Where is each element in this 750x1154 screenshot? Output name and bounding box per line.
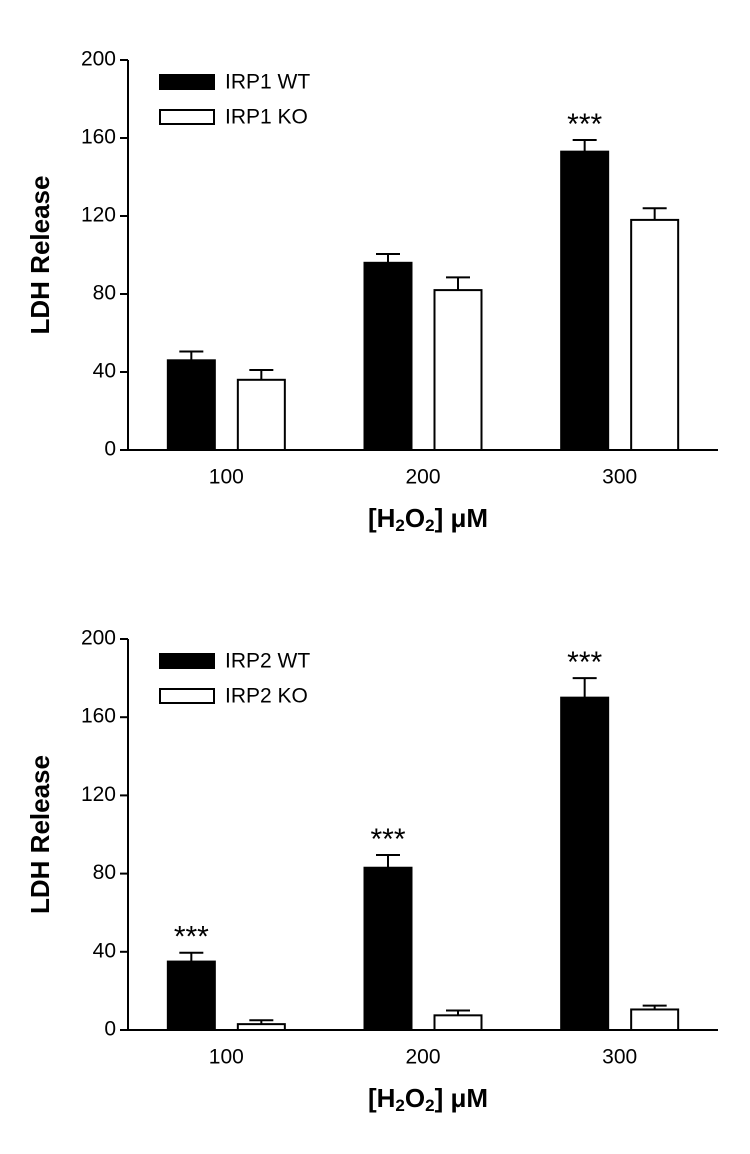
x-axis-label-part: 2	[425, 516, 434, 535]
y-tick-label: 40	[93, 939, 116, 962]
y-tick-label: 120	[81, 204, 116, 227]
legend-swatch	[159, 653, 215, 669]
y-tick-label: 160	[81, 126, 116, 149]
x-tick-label: 100	[209, 466, 244, 489]
x-tick-label: 200	[405, 466, 440, 489]
legend-label: IRP1 WT	[225, 71, 310, 94]
y-tick-label: 160	[81, 705, 116, 728]
y-tick-label: 0	[104, 438, 116, 461]
significance-label: ***	[174, 921, 209, 954]
bar	[433, 289, 483, 451]
bar	[560, 150, 610, 451]
bar	[560, 696, 610, 1032]
y-tick-label: 200	[81, 48, 116, 71]
y-tick-label: 200	[81, 627, 116, 650]
x-tick-label: 300	[602, 1046, 637, 1069]
bar	[630, 218, 680, 451]
significance-label: ***	[567, 646, 602, 679]
bar	[236, 1023, 286, 1032]
y-tick-label: 40	[93, 360, 116, 383]
legend-swatch	[159, 688, 215, 704]
y-axis-label: LDH Release	[25, 755, 55, 914]
x-tick-label: 100	[209, 1046, 244, 1069]
x-axis-label: [H2O2] μM	[368, 1083, 488, 1116]
significance-label: ***	[567, 108, 602, 141]
legend-label: IRP1 KO	[225, 106, 308, 129]
legend-swatch	[159, 74, 215, 90]
bar	[166, 359, 216, 451]
bar	[630, 1008, 680, 1031]
y-axis-label: LDH Release	[25, 176, 55, 335]
x-axis-label-part: 2	[395, 1096, 404, 1115]
legend-swatch	[159, 109, 215, 125]
x-tick-label: 200	[405, 1046, 440, 1069]
y-tick-label: 80	[93, 861, 116, 884]
legend-label: IRP2 KO	[225, 685, 308, 708]
bar	[166, 960, 216, 1032]
bar	[236, 378, 286, 451]
x-axis-label-part: 2	[395, 516, 404, 535]
x-axis-label-part: 2	[425, 1096, 434, 1115]
y-tick-label: 80	[93, 282, 116, 305]
x-axis-label: [H2O2] μM	[368, 503, 488, 536]
x-axis-label-part: [H	[368, 1083, 395, 1113]
bar	[363, 866, 413, 1031]
bar	[363, 261, 413, 451]
x-axis-label-part: O	[405, 503, 425, 533]
legend-label: IRP2 WT	[225, 650, 310, 673]
x-axis-label-part: ] μM	[435, 503, 488, 533]
y-tick-label: 120	[81, 783, 116, 806]
x-axis-label-part: [H	[368, 503, 395, 533]
x-axis-label-part: ] μM	[435, 1083, 488, 1113]
x-tick-label: 300	[602, 466, 637, 489]
y-tick-label: 0	[104, 1018, 116, 1041]
significance-label: ***	[370, 823, 405, 856]
bar	[433, 1014, 483, 1032]
x-axis-label-part: O	[405, 1083, 425, 1113]
